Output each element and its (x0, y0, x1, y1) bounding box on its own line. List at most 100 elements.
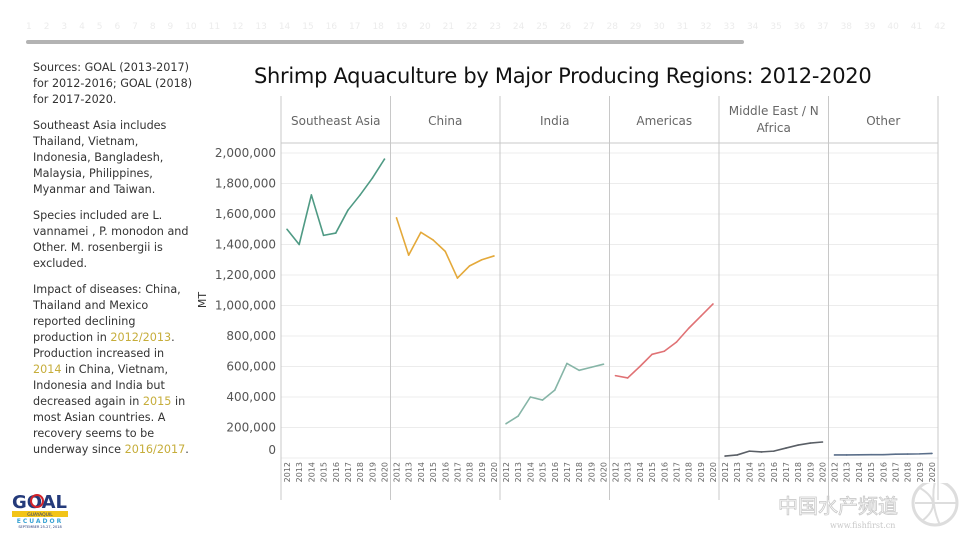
ruler-number: 20 (419, 22, 431, 32)
data-point (785, 447, 787, 449)
panel-header: Middle East / N Africa (729, 104, 819, 135)
ruler-number: 17 (349, 22, 361, 32)
data-point (286, 228, 288, 231)
data-point (639, 365, 641, 368)
data-point (553, 389, 556, 391)
column-ruler: 1 2 3 4 5 6 7 8 9 10 11 12 13 14 15 16 17 18 19 20 21 22 23 24 2… (26, 22, 946, 36)
ruler-number: 28 (606, 22, 618, 32)
ruler-number: 36 (793, 22, 806, 32)
x-tick-label: 2018 (575, 462, 584, 482)
x-tick-label: 2020 (928, 462, 937, 482)
data-point (882, 453, 885, 456)
x-tick-label: 2013 (843, 462, 852, 482)
data-point (493, 255, 495, 257)
logo-band (12, 511, 68, 517)
ruler-number: 23 (489, 22, 501, 32)
sources-note: Sources: GOAL (2013-2017) for 2012-2016;… (33, 61, 193, 106)
x-tick-label: 2020 (819, 462, 828, 482)
series-line-india (505, 362, 604, 425)
x-tick-label: 2012 (502, 462, 511, 482)
x-tick-label: 2018 (794, 462, 803, 482)
ruler-number: 9 (167, 22, 174, 32)
x-tick-label: 2019 (806, 462, 815, 482)
data-point (626, 377, 629, 379)
ruler-number: 15 (302, 22, 314, 32)
y-tick-label: 1,000,000 (215, 299, 276, 313)
impact-text-3: in China, Vietnam, Indonesia and India b… (33, 363, 169, 408)
data-point (894, 453, 897, 455)
impact-year-4: 2016/2017 (124, 443, 186, 456)
ruler-number: 10 (185, 22, 197, 32)
data-point (590, 366, 593, 369)
x-tick-label: 2017 (672, 462, 681, 482)
data-point (432, 239, 434, 241)
x-tick-label: 2020 (381, 462, 390, 482)
ruler-number: 14 (278, 22, 291, 32)
ruler-number: 30 (653, 22, 665, 32)
x-tick-label: 2013 (514, 462, 523, 482)
ruler-number: 29 (629, 22, 642, 32)
ruler-number: 42 (934, 22, 946, 32)
ruler-number: 4 (79, 22, 85, 32)
horizontal-scrollbar[interactable] (26, 40, 744, 44)
data-point (334, 232, 337, 234)
data-point (700, 315, 702, 317)
data-point (748, 450, 751, 452)
x-tick-label: 2015 (867, 462, 876, 482)
logo-sub1: GUAYAQUIL (27, 512, 53, 518)
logo-text: GOAL (12, 492, 67, 513)
x-tick-label: 2012 (283, 462, 292, 482)
data-point (566, 362, 568, 365)
panel-header: China (428, 114, 462, 128)
x-tick-label: 2018 (356, 462, 365, 482)
data-point (407, 254, 410, 256)
ruler-number: 7 (132, 22, 138, 32)
data-point (651, 353, 653, 356)
impact-text-5: . (185, 443, 189, 456)
data-point (529, 396, 532, 398)
ruler-number: 19 (395, 22, 408, 32)
x-tick-label: 2015 (429, 462, 438, 482)
panel-header: India (540, 114, 569, 128)
ruler-number: 40 (887, 22, 899, 32)
x-tick-label: 2019 (697, 462, 706, 482)
x-tick-label: 2016 (551, 462, 560, 482)
x-tick-label: 2019 (587, 462, 596, 482)
x-tick-label: 2016 (770, 462, 779, 482)
ruler-number: 41 (910, 22, 923, 32)
ruler-number: 13 (255, 22, 267, 32)
x-tick-label: 2019 (916, 462, 925, 482)
logo-sub2: ECUADOR (17, 518, 64, 525)
watermark-text: 中国水产频道 (778, 494, 898, 518)
x-tick-label: 2020 (600, 462, 609, 482)
southeast-asia-note: Southeast Asia includes Thailand, Vietna… (33, 119, 167, 196)
impact-note: Impact of diseases: China, Thailand and … (33, 282, 195, 458)
x-tick-label: 2012 (831, 462, 840, 482)
data-point (797, 444, 799, 446)
x-tick-label: 2020 (709, 462, 718, 482)
data-point (845, 454, 848, 456)
x-tick-label: 2012 (393, 462, 402, 482)
x-tick-label: 2019 (368, 462, 377, 482)
ruler-number: 26 (559, 22, 572, 32)
x-tick-label: 2014 (636, 462, 645, 482)
ruler-number: 39 (863, 22, 876, 32)
logo-sub3: SEPTEMBER 25-27, 2018 (18, 525, 61, 529)
series-line-southeast-asia (286, 158, 386, 246)
ruler-number: 22 (466, 22, 478, 32)
data-point (821, 441, 824, 443)
data-point (420, 231, 422, 234)
x-tick-label: 2013 (624, 462, 633, 482)
x-tick-label: 2017 (891, 462, 900, 482)
data-point (760, 451, 763, 453)
impact-text-2: . Production increased in (33, 331, 175, 360)
data-point (833, 454, 836, 456)
x-tick-label: 2013 (295, 462, 304, 482)
x-tick-label: 2018 (466, 462, 475, 482)
ruler-number: 1 (26, 22, 32, 32)
data-point (359, 194, 361, 196)
y-tick-label: 1,400,000 (215, 238, 276, 252)
data-point (347, 209, 349, 211)
impact-year-1: 2012/2013 (110, 331, 172, 344)
x-tick-label: 2017 (453, 462, 462, 482)
